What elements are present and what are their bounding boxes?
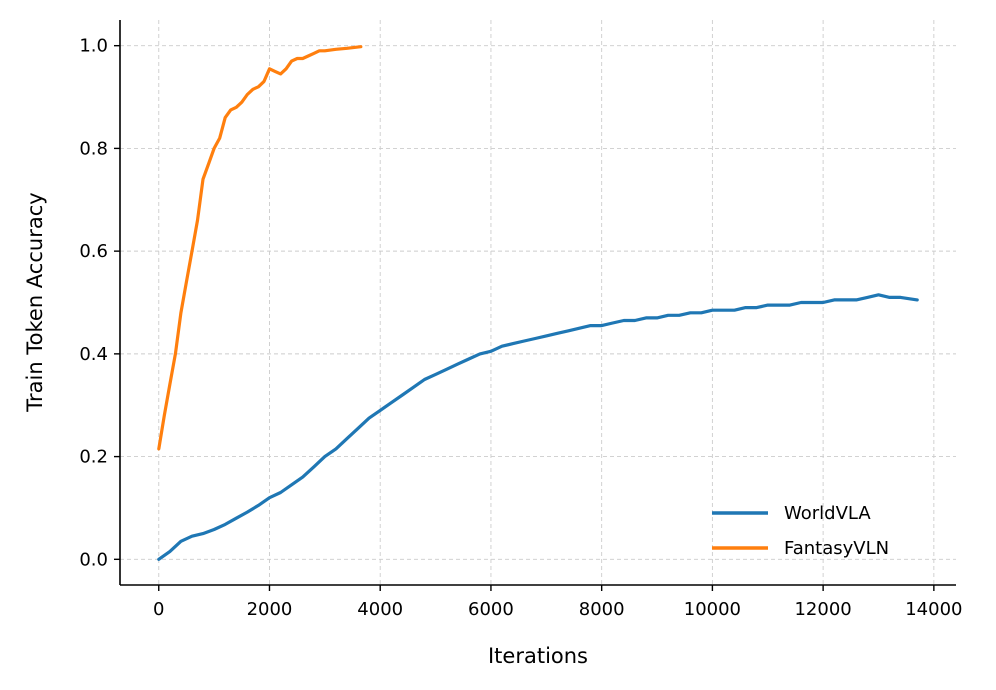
series-line-worldvla — [157, 293, 919, 561]
y-tick-label: 0.4 — [79, 344, 108, 365]
y-tick-label: 1.0 — [79, 36, 108, 57]
x-ticks: 0 2000 4000 6000 8000 10000 12000 14000 — [153, 585, 962, 620]
grid-lines — [120, 20, 956, 585]
legend-label-fantasyvln: FantasyVLN — [784, 538, 889, 559]
y-axis-label: Train Token Accuracy — [23, 192, 47, 412]
x-tick-label: 12000 — [794, 599, 851, 620]
x-tick-label: 4000 — [357, 599, 403, 620]
x-tick-label: 10000 — [684, 599, 741, 620]
x-tick-label: 6000 — [468, 599, 514, 620]
x-tick-label: 14000 — [905, 599, 962, 620]
x-tick-label: 2000 — [247, 599, 293, 620]
y-tick-label: 0.6 — [79, 241, 108, 262]
legend: WorldVLA FantasyVLN — [712, 503, 889, 559]
series-layer — [157, 45, 919, 561]
series-line-fantasyvln — [157, 45, 363, 451]
y-tick-label: 0.8 — [79, 138, 108, 159]
legend-label-worldvla: WorldVLA — [784, 503, 871, 524]
y-tick-label: 0.2 — [79, 447, 108, 468]
x-tick-label: 8000 — [579, 599, 625, 620]
x-axis-label: Iterations — [488, 644, 588, 668]
y-ticks: 0.0 0.2 0.4 0.6 0.8 1.0 — [79, 36, 120, 570]
x-tick-label: 0 — [153, 599, 164, 620]
y-tick-label: 0.0 — [79, 549, 108, 570]
